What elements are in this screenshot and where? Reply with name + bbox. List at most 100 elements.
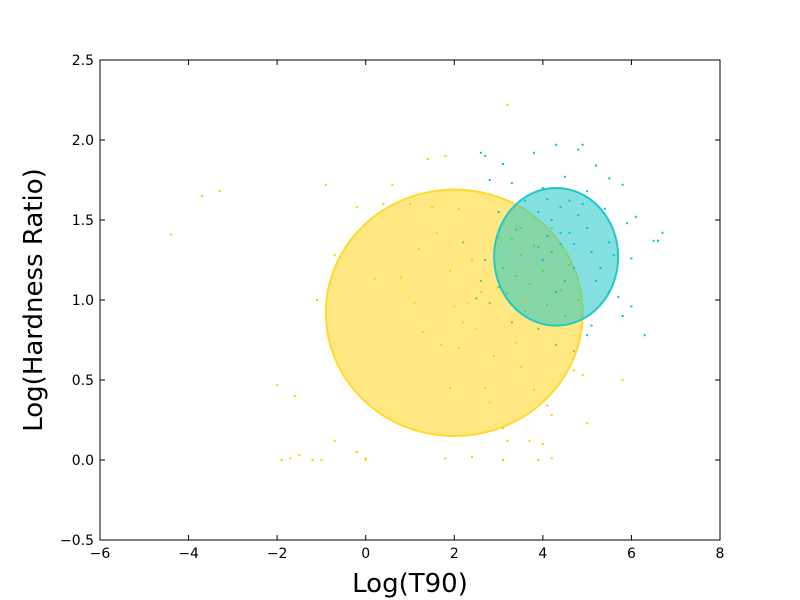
data-point	[577, 214, 580, 217]
data-point	[355, 451, 358, 453]
data-point	[661, 231, 664, 234]
data-point	[550, 227, 553, 229]
y-axis-title: Log(Hardness Ratio)	[19, 168, 49, 432]
data-point	[479, 151, 482, 154]
x-tick-label: 8	[716, 546, 725, 562]
data-point	[581, 143, 584, 146]
data-point	[555, 343, 558, 346]
x-tick-label: 4	[538, 546, 547, 562]
data-point	[497, 211, 500, 213]
data-point	[621, 379, 624, 381]
data-point	[657, 239, 659, 242]
data-point	[431, 206, 434, 209]
data-point	[169, 233, 172, 236]
data-point	[519, 227, 522, 229]
data-point	[537, 327, 540, 330]
data-point	[320, 459, 323, 461]
data-point	[590, 324, 593, 327]
data-point	[595, 164, 597, 167]
data-point	[519, 254, 522, 257]
data-point	[515, 342, 518, 345]
data-point	[502, 267, 504, 269]
data-point	[572, 243, 575, 245]
data-point	[590, 251, 593, 253]
data-point	[293, 395, 296, 397]
x-tick-label: 2	[450, 546, 459, 562]
data-point	[577, 299, 580, 301]
data-point	[524, 299, 527, 301]
data-point	[652, 239, 655, 242]
data-point	[581, 374, 584, 377]
data-point	[546, 404, 549, 407]
data-point	[510, 182, 513, 185]
data-point	[466, 302, 469, 305]
data-point	[355, 206, 358, 209]
data-point	[471, 455, 473, 458]
data-point	[413, 302, 416, 305]
data-point	[550, 251, 553, 253]
data-point	[630, 305, 633, 308]
data-point	[555, 291, 558, 293]
data-point	[572, 369, 575, 372]
data-point	[462, 241, 465, 244]
data-point	[502, 163, 504, 165]
data-point	[422, 331, 425, 333]
data-point	[479, 279, 482, 282]
data-point	[475, 297, 478, 300]
data-point	[568, 231, 571, 234]
data-point	[218, 190, 221, 193]
x-tick-label: 6	[627, 546, 636, 562]
data-point	[537, 246, 540, 249]
data-point	[448, 387, 451, 389]
data-point	[484, 259, 487, 261]
data-point	[630, 257, 633, 260]
data-point	[373, 278, 376, 281]
data-point	[559, 243, 562, 245]
data-point	[391, 183, 394, 186]
data-point	[333, 439, 336, 442]
data-point	[311, 459, 314, 461]
data-point	[329, 283, 332, 285]
data-point	[502, 459, 504, 461]
data-point	[364, 457, 367, 460]
data-point	[564, 279, 566, 282]
axis-ticks: −6 −4 −2 0 2 4 6 8 −0.5 0.0 0.5 1.0 1.5 2.0 2.5	[60, 53, 724, 562]
data-point	[546, 235, 549, 237]
data-point	[528, 283, 531, 285]
data-point	[586, 227, 589, 229]
data-point	[541, 259, 544, 261]
data-point	[617, 295, 620, 298]
data-point	[586, 422, 589, 425]
data-point	[200, 195, 203, 197]
y-tick-label: 0.5	[72, 373, 94, 389]
data-point	[515, 228, 518, 231]
data-point	[417, 247, 420, 250]
data-point	[568, 199, 571, 202]
data-point	[471, 259, 473, 261]
data-point	[506, 292, 509, 295]
data-point	[559, 206, 562, 209]
data-point	[502, 427, 504, 429]
data-point	[333, 254, 336, 257]
data-point	[524, 310, 527, 313]
data-point	[506, 439, 509, 442]
data-point	[541, 443, 544, 445]
data-point	[316, 299, 318, 301]
y-tick-label: −0.5	[60, 533, 94, 549]
cyan-cluster-ellipse	[493, 186, 620, 327]
data-point	[484, 387, 487, 389]
data-point	[559, 289, 562, 292]
data-point	[608, 241, 611, 244]
data-point	[537, 459, 540, 461]
data-point	[550, 457, 553, 460]
cluster-ellipses	[324, 186, 620, 437]
y-tick-label: 2.0	[72, 133, 94, 149]
data-point	[493, 355, 496, 357]
data-point	[324, 183, 327, 186]
x-axis-title: Log(T90)	[352, 569, 468, 599]
data-point	[612, 254, 615, 257]
data-point	[524, 199, 527, 202]
data-point	[382, 203, 385, 205]
data-point	[608, 177, 611, 180]
y-tick-label: 0.0	[72, 453, 94, 469]
